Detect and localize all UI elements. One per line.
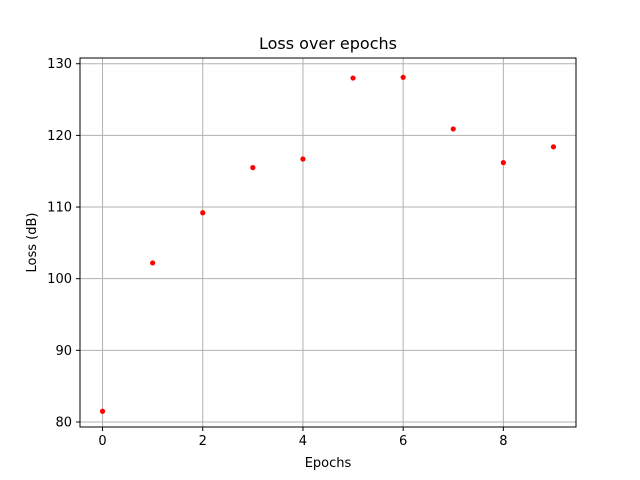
y-tick-label: 100 (47, 272, 72, 287)
data-point (200, 210, 206, 216)
chart-title: Loss over epochs (259, 34, 397, 53)
grid-lines (80, 58, 576, 427)
x-tick-label: 2 (199, 434, 207, 449)
x-tick-label: 0 (98, 434, 106, 449)
data-point (250, 165, 256, 171)
data-point (500, 160, 506, 166)
y-tick-label: 130 (47, 57, 72, 72)
y-tick-label: 110 (47, 201, 72, 216)
x-tick-label: 8 (499, 434, 507, 449)
y-tick-label: 80 (55, 415, 72, 430)
data-point (300, 156, 306, 162)
data-point (400, 74, 406, 80)
plot-area (80, 58, 576, 427)
data-points (99, 74, 557, 414)
data-point (99, 408, 106, 414)
plot-frame (79, 57, 577, 428)
x-tick-label: 4 (299, 434, 307, 449)
data-point (150, 260, 156, 266)
y-axis-label: Loss (dB) (25, 213, 40, 273)
y-tick-label: 120 (47, 129, 72, 144)
data-point (550, 144, 557, 150)
data-point (450, 126, 456, 132)
y-tick-label: 90 (55, 344, 72, 359)
x-tick-label: 6 (399, 434, 407, 449)
x-axis-label: Epochs (305, 456, 352, 471)
axis-ticks: 0 2 4 6 8 80 90 100 110 120 130 (47, 57, 507, 449)
data-point (350, 75, 356, 81)
